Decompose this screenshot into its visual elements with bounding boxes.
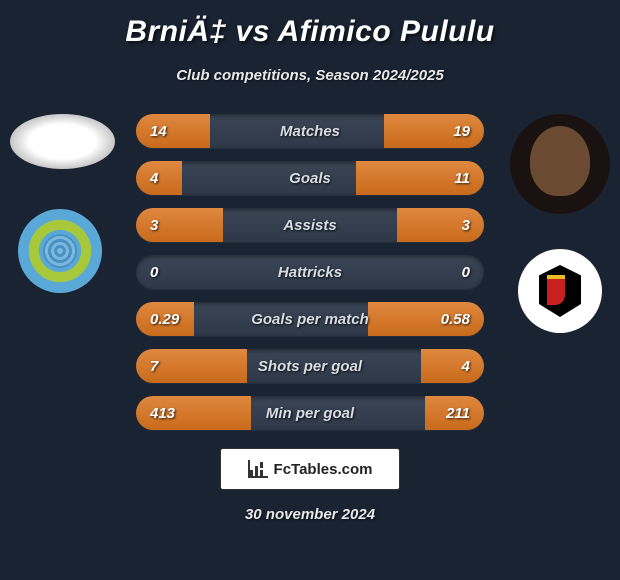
comparison-date: 30 november 2024 <box>0 506 620 523</box>
comparison-subtitle: Club competitions, Season 2024/2025 <box>0 67 620 84</box>
stat-row: 14Matches19 <box>136 114 484 148</box>
stat-row: 4Goals11 <box>136 161 484 195</box>
stat-right-value: 4 <box>440 358 470 375</box>
fctables-logo[interactable]: FcTables.com <box>220 448 400 490</box>
stat-row: 7Shots per goal4 <box>136 349 484 383</box>
stat-label: Goals <box>136 170 484 187</box>
player-left-avatar <box>10 114 115 169</box>
logo-text: FcTables.com <box>274 461 373 478</box>
stats-area: 14Matches194Goals113Assists30Hattricks00… <box>0 114 620 430</box>
stat-right-value: 0 <box>440 264 470 281</box>
club-left-badge <box>18 209 102 293</box>
stat-right-value: 3 <box>440 217 470 234</box>
stat-label: Assists <box>136 217 484 234</box>
club-right-badge <box>518 249 602 333</box>
player-right-avatar <box>510 114 610 214</box>
stat-label: Min per goal <box>136 405 484 422</box>
stat-right-value: 19 <box>440 123 470 140</box>
stat-row: 413Min per goal211 <box>136 396 484 430</box>
stat-right-value: 0.58 <box>440 311 470 328</box>
stat-row: 0.29Goals per match0.58 <box>136 302 484 336</box>
stat-row: 3Assists3 <box>136 208 484 242</box>
stat-right-value: 11 <box>440 170 470 187</box>
stat-label: Hattricks <box>136 264 484 281</box>
stat-label: Goals per match <box>136 311 484 328</box>
stats-list: 14Matches194Goals113Assists30Hattricks00… <box>136 114 484 430</box>
stat-label: Shots per goal <box>136 358 484 375</box>
comparison-title: BrniÄ‡ vs Afimico Pululu <box>0 15 620 49</box>
stat-right-value: 211 <box>440 405 470 422</box>
stat-row: 0Hattricks0 <box>136 255 484 289</box>
chart-icon <box>248 460 268 478</box>
stat-label: Matches <box>136 123 484 140</box>
